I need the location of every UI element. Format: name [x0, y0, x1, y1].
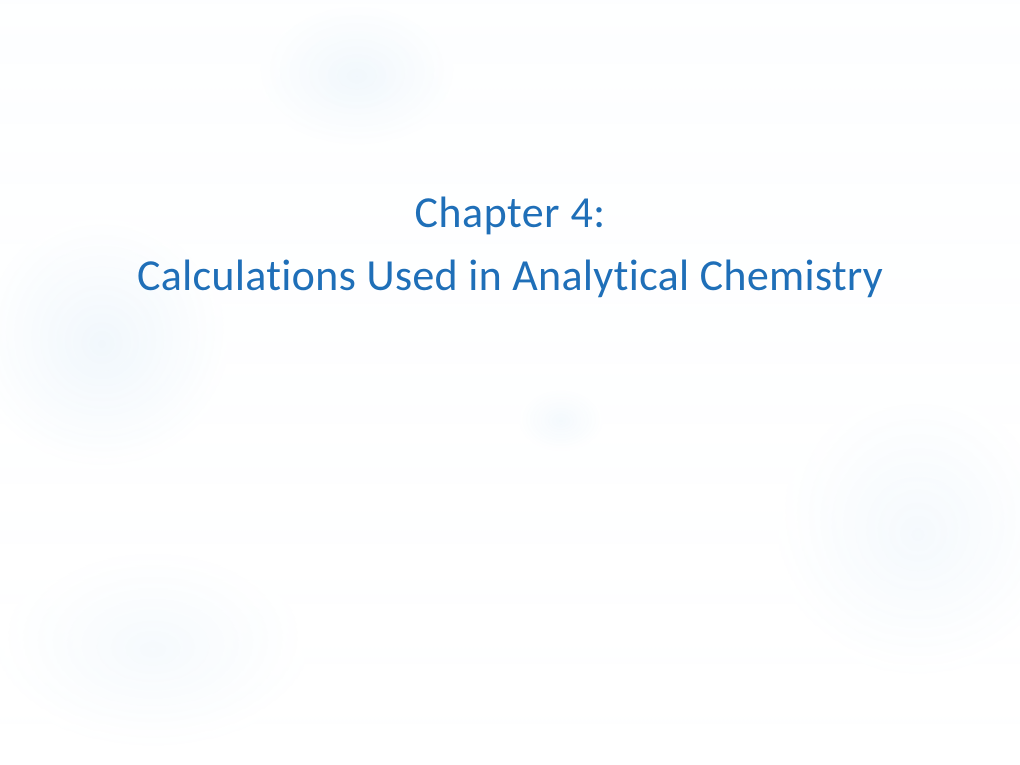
slide-title-block: Chapter 4: Calculations Used in Analytic…: [0, 185, 1020, 303]
chapter-subtitle: Calculations Used in Analytical Chemistr…: [0, 248, 1020, 303]
slide-background-image: [0, 0, 1020, 765]
chapter-label: Chapter 4:: [0, 185, 1020, 240]
